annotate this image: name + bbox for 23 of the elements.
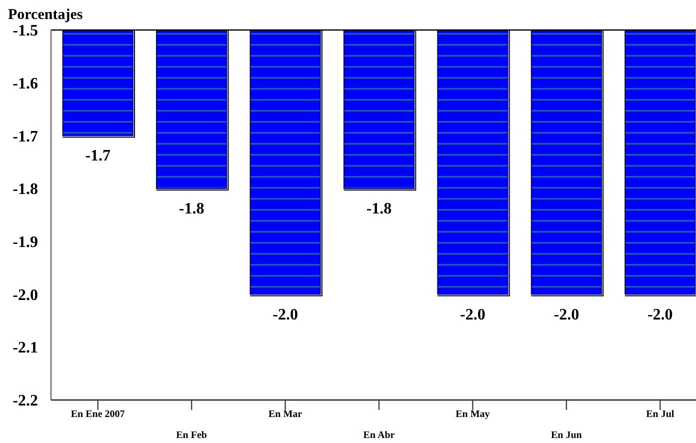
x-tick-label: En Feb <box>176 430 208 441</box>
data-label: -2.0 <box>272 306 298 324</box>
y-tick-label: -1.7 <box>12 128 38 146</box>
data-label: -1.7 <box>85 148 111 165</box>
y-tick-label: -1.8 <box>12 181 38 198</box>
y-tick-label: -1.9 <box>12 234 38 252</box>
y-tick-label: -2.2 <box>12 392 38 410</box>
x-tick-label: En Mar <box>268 409 303 420</box>
y-tick-label: -2.1 <box>12 340 38 357</box>
x-tick-label: En Jul <box>646 409 674 420</box>
data-label: -2.0 <box>647 306 673 324</box>
x-tick-label: En Ene 2007 <box>70 409 125 420</box>
data-label: -2.0 <box>554 306 580 324</box>
x-tick-label: En May <box>456 409 490 420</box>
y-tick-label: -2.0 <box>12 286 38 304</box>
y-tick-label: -1.6 <box>12 75 38 92</box>
x-tick-label: En Abr <box>363 430 396 441</box>
data-label: -1.8 <box>178 200 204 218</box>
y-axis-title: Porcentajes <box>8 7 83 23</box>
y-tick-label: -1.5 <box>12 22 38 40</box>
x-tick-label: En Jun <box>551 430 582 441</box>
data-label: -2.0 <box>460 306 486 324</box>
data-label: -1.8 <box>366 200 392 218</box>
